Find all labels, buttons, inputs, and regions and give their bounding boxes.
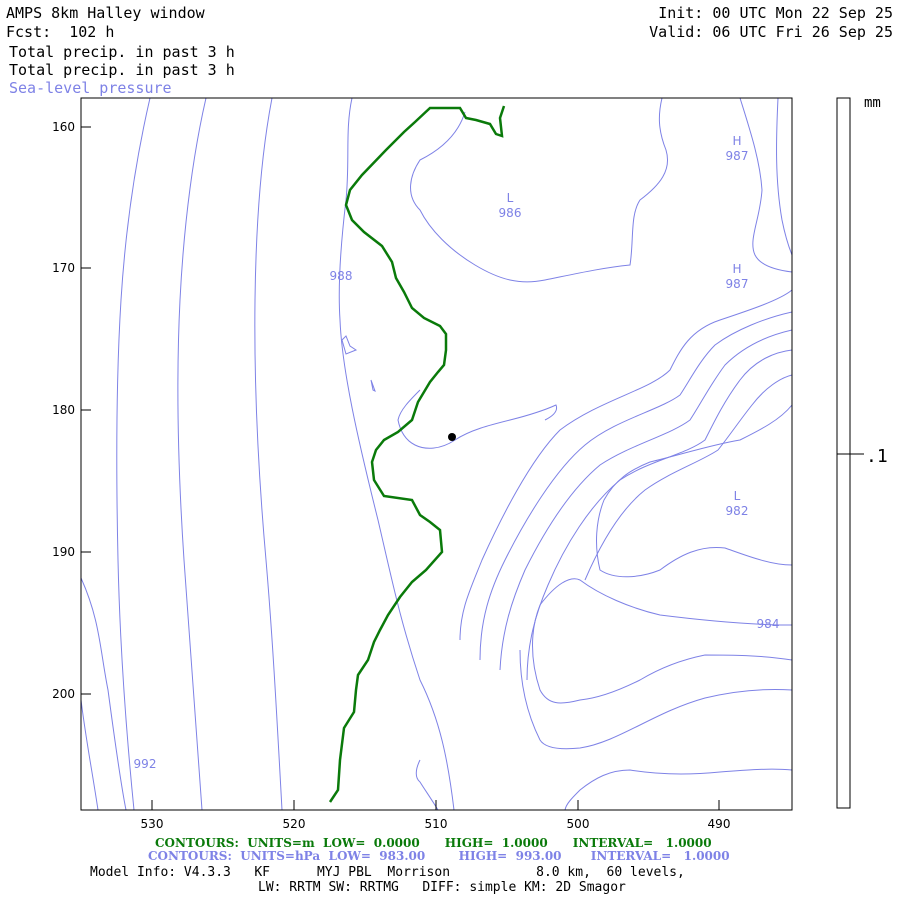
isobar	[81, 577, 127, 810]
y-tick-label: 200	[52, 687, 75, 701]
isobar	[584, 374, 792, 581]
isobar	[526, 349, 792, 681]
high-label: HIGH= 1.0000	[444, 836, 548, 850]
isobar	[177, 98, 207, 810]
isobar	[81, 699, 99, 810]
isobar-label: 988	[330, 269, 353, 283]
isobar	[739, 98, 792, 273]
colorbar-level-label: .1	[866, 446, 888, 467]
pressure-center-type: L	[507, 191, 514, 205]
x-tick-label: 490	[708, 817, 731, 831]
pressure-center-value: 987	[726, 277, 749, 291]
station-marker	[448, 433, 456, 441]
isobar	[397, 389, 558, 449]
low-label: LOW= 0.0000	[323, 836, 420, 850]
y-tick-label: 190	[52, 545, 75, 559]
isobar	[564, 768, 792, 810]
isobar	[116, 98, 151, 810]
isobar	[410, 98, 668, 283]
isobar-label: 992	[134, 757, 157, 771]
header-right: Init: 00 UTC Mon 22 Sep 25 Valid: 06 UTC…	[649, 4, 893, 42]
y-tick-label: 170	[52, 261, 75, 275]
pressure-center-type: H	[732, 134, 741, 148]
colorbar-box	[836, 97, 851, 809]
high-label: HIGH= 993.00	[458, 849, 562, 863]
contours-label: CONTOURS:	[155, 836, 239, 850]
x-tick-label: 530	[141, 817, 164, 831]
init-time: Init: 00 UTC Mon 22 Sep 25	[658, 4, 893, 22]
y-tick-label: 180	[52, 403, 75, 417]
pressure-center-type: L	[734, 489, 741, 503]
isobar	[519, 649, 792, 750]
isobar	[459, 289, 792, 641]
model-info-line1: Model Info: V4.3.3 KF MYJ PBL Morrison 8…	[90, 865, 685, 880]
valid-time: Valid: 06 UTC Fri 26 Sep 25	[649, 23, 893, 41]
pressure-center-value: 982	[726, 504, 749, 518]
isobar	[415, 759, 439, 810]
isobar-label: 984	[757, 617, 780, 631]
footer-pressure-contours: CONTOURS: UNITS=hPa LOW= 983.00 HIGH= 99…	[148, 850, 900, 863]
colorbar-unit: mm	[864, 95, 881, 111]
footer-precip-contours: CONTOURS: UNITS=m LOW= 0.0000 HIGH= 1.00…	[155, 837, 900, 850]
isobar	[370, 379, 376, 393]
x-tick-label: 520	[283, 817, 306, 831]
x-axis-labels: 530 520 510 500 490	[141, 817, 731, 831]
colorbar: mm .1	[836, 95, 888, 809]
interval-label: INTERVAL= 1.0000	[590, 849, 730, 863]
x-tick-label: 510	[425, 817, 448, 831]
isobar	[479, 311, 792, 661]
forecast-hour: Fcst: 102 h	[6, 23, 115, 41]
isobar-labels: 988 992 984	[134, 269, 780, 771]
low-label: LOW= 983.00	[328, 849, 426, 863]
contours-label: CONTOURS:	[148, 849, 232, 863]
isobar	[499, 329, 792, 671]
map-title: AMPS 8km Halley window	[6, 4, 205, 22]
pressure-center-value: 987	[726, 149, 749, 163]
y-tick-label: 160	[52, 120, 75, 134]
field-sea-level-pressure: Sea-level pressure	[9, 79, 172, 97]
isobar	[338, 98, 455, 810]
isobar	[596, 404, 792, 578]
field-precip-2: Total precip. in past 3 h	[9, 61, 235, 79]
header-left: AMPS 8km Halley window Fcst: 102 h	[6, 4, 205, 42]
pressure-center-type: H	[732, 262, 741, 276]
field-precip-1: Total precip. in past 3 h	[9, 43, 235, 61]
isobar	[341, 335, 358, 355]
interval-label: INTERVAL= 1.0000	[572, 836, 712, 850]
precip-contours	[328, 105, 506, 803]
isobar	[254, 98, 283, 810]
isobar	[776, 98, 792, 256]
units-label: UNITS=m	[247, 836, 315, 850]
precip-contour	[328, 105, 506, 803]
pressure-centers: L 986 H 987 H 987 L 982	[499, 134, 749, 518]
field-list: Total precip. in past 3 h Total precip. …	[9, 43, 235, 97]
isobar	[532, 578, 792, 704]
x-tick-label: 500	[567, 817, 590, 831]
units-label: UNITS=hPa	[240, 849, 321, 863]
y-axis-labels: 160 170 180 190 200	[52, 120, 75, 701]
isobars	[81, 98, 792, 810]
model-info-line2: LW: RRTM SW: RRTMG DIFF: simple KM: 2D S…	[258, 880, 626, 895]
pressure-center-value: 986	[499, 206, 522, 220]
axis-ticks	[81, 126, 720, 810]
